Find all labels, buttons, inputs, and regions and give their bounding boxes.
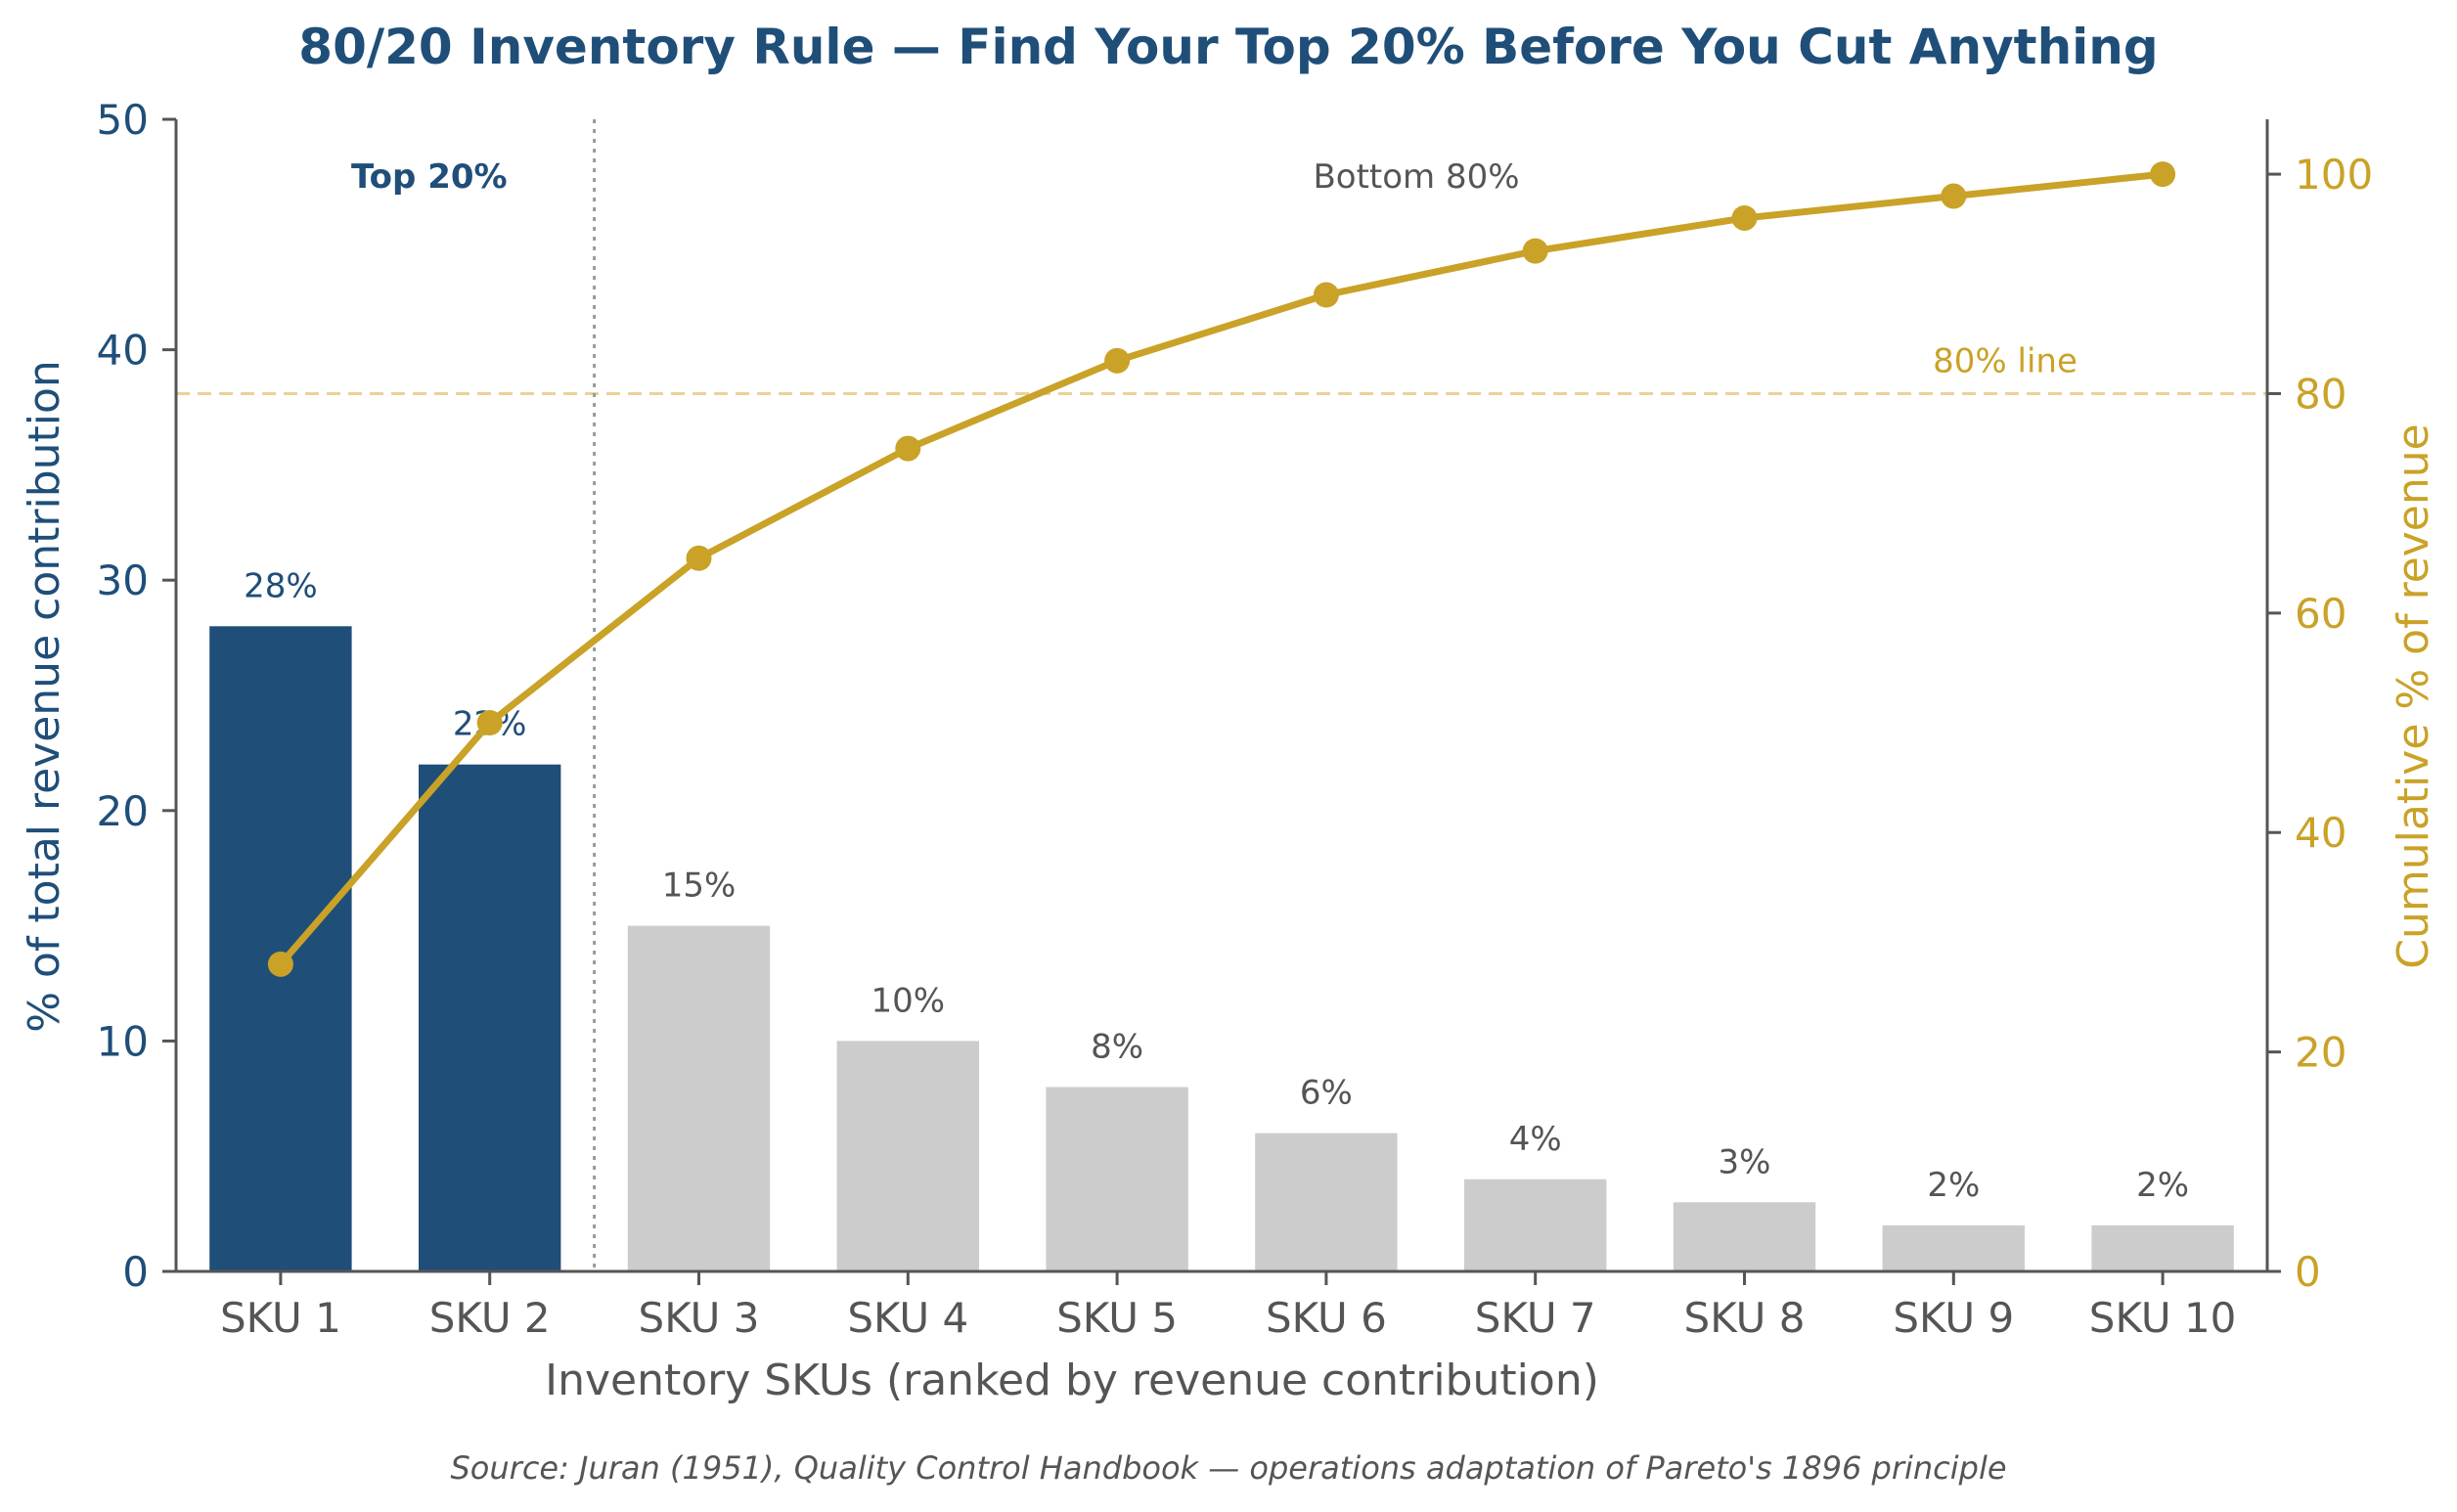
region-label-bottom: Bottom 80% xyxy=(1313,157,1519,197)
cumulative-point-4 xyxy=(895,435,921,462)
cumulative-point-3 xyxy=(686,545,712,571)
x-axis-label: Inventory SKUs (ranked by revenue contri… xyxy=(545,1356,1599,1405)
bar-value-label: 28% xyxy=(244,566,318,605)
bar-2 xyxy=(419,764,561,1271)
y2-tick-label: 40 xyxy=(2295,809,2346,857)
y2-axis-label: Cumulative % of revenue xyxy=(2389,423,2438,968)
bar-value-label: 3% xyxy=(1719,1142,1771,1181)
bar-value-label: 15% xyxy=(662,867,737,906)
y-axis-label: % of total revenue contribution xyxy=(20,360,69,1033)
bar-5 xyxy=(1046,1087,1188,1271)
y2-tick-label: 20 xyxy=(2295,1029,2346,1077)
cumulative-point-6 xyxy=(1313,282,1339,308)
reference-line-label: 80% line xyxy=(1933,341,2077,380)
x-tick-label: SKU 4 xyxy=(847,1294,968,1342)
x-tick-label: SKU 10 xyxy=(2089,1294,2237,1342)
y-tick-label: 0 xyxy=(122,1248,149,1296)
chart-title: 80/20 Inventory Rule — Find Your Top 20%… xyxy=(298,19,2158,75)
cumulative-point-5 xyxy=(1104,347,1131,374)
source-note: Source: Juran (1951), Quality Control Ha… xyxy=(450,1449,2006,1487)
bar-3 xyxy=(627,925,771,1271)
bar-value-label: 10% xyxy=(871,981,946,1020)
bar-6 xyxy=(1255,1133,1398,1271)
x-tick-label: SKU 8 xyxy=(1684,1294,1806,1342)
y2-tick-label: 60 xyxy=(2295,590,2346,638)
cumulative-point-7 xyxy=(1522,238,1548,264)
x-tick-label: SKU 5 xyxy=(1056,1294,1178,1342)
y2-tick-label: 80 xyxy=(2295,370,2346,418)
cumulative-point-2 xyxy=(476,710,503,736)
y-tick-label: 10 xyxy=(97,1017,149,1065)
bar-4 xyxy=(836,1041,979,1271)
bar-value-label: 2% xyxy=(1927,1166,1980,1205)
bar-10 xyxy=(2091,1224,2234,1271)
bar-value-label: 6% xyxy=(1300,1074,1353,1113)
x-tick-label: SKU 2 xyxy=(429,1294,551,1342)
bar-9 xyxy=(1882,1224,2025,1271)
x-tick-label: SKU 6 xyxy=(1266,1294,1387,1342)
x-tick-label: SKU 9 xyxy=(1893,1294,2014,1342)
y-tick-label: 50 xyxy=(97,96,149,144)
cumulative-point-1 xyxy=(267,951,293,977)
bar-7 xyxy=(1464,1178,1607,1271)
cumulative-line xyxy=(278,170,2164,967)
bar-value-label: 8% xyxy=(1091,1028,1143,1067)
cumulative-point-8 xyxy=(1731,204,1758,231)
y2-tick-label: 100 xyxy=(2295,151,2373,199)
x-tick-label: SKU 7 xyxy=(1475,1294,1596,1342)
cumulative-point-9 xyxy=(1941,183,1967,209)
y-tick-label: 40 xyxy=(97,327,149,375)
x-tick-label: SKU 1 xyxy=(220,1294,341,1342)
cumulative-point-10 xyxy=(2150,161,2176,188)
bar-1 xyxy=(209,626,352,1271)
y-tick-label: 30 xyxy=(97,556,149,604)
x-tick-label: SKU 3 xyxy=(639,1294,760,1342)
y2-tick-label: 0 xyxy=(2295,1248,2321,1296)
y-tick-label: 20 xyxy=(97,787,149,835)
bar-value-label: 4% xyxy=(1509,1120,1562,1159)
bar-value-label: 2% xyxy=(2136,1166,2189,1205)
bar-8 xyxy=(1673,1202,1816,1271)
region-label-top: Top 20% xyxy=(351,157,508,197)
